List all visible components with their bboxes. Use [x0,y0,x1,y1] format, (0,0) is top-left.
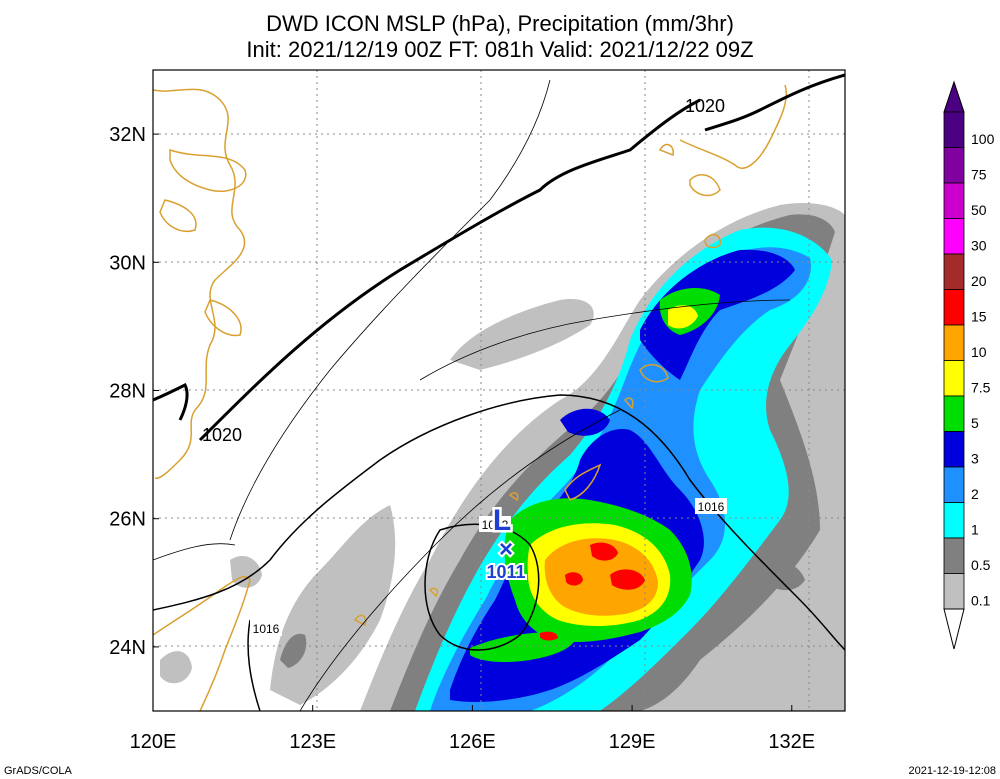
isobar-1016-thin-sw [247,619,261,711]
low-pressure-value-halo: 1011 [486,562,525,582]
colorbar-swatch [943,573,965,610]
colorbar-swatch [943,182,965,219]
y-tick-label: 26N [109,509,146,531]
isobar-label-1016-east: 1016 [698,500,725,514]
colorbar-label: 2 [971,486,979,502]
precip-3-shading-north [640,249,795,380]
colorbar-swatch [943,253,965,290]
colorbar-swatch [943,289,965,326]
low-pressure-center: L L × × 1011 1011 [484,502,527,585]
footer-right: 2021-12-19-12:08 [909,765,996,777]
x-axis: 120E 123E 126E 129E 132E [130,705,815,753]
colorbar-label: 5 [971,415,979,431]
isobar-faint-north [229,79,551,541]
colorbar-label: 7.5 [971,379,991,395]
colorbar-label: 3 [971,450,979,466]
colorbar-swatch [943,395,965,432]
colorbar-label: 75 [971,166,987,182]
colorbar-label: 10 [971,344,987,360]
isobar-faint-west [153,543,236,561]
precip-0.1-shading-west2 [230,555,262,588]
colorbar-swatch [943,147,965,184]
low-marker-halo: × [499,536,513,563]
coastlines [153,84,787,711]
x-tick-label: 129E [609,731,656,753]
isobar-faint-mid [299,409,621,711]
colorbar-label: 0.5 [971,557,991,573]
precip-0.5-shading-patch [280,633,307,668]
precip-0.1-shading-north [450,299,594,370]
colorbar-label: 15 [971,308,987,324]
precipitation-field [160,203,845,711]
isobar-label-1016-west: 1016 [253,622,280,636]
precip-15-shading-d [540,631,558,641]
colorbar-label: 50 [971,202,987,218]
precip-0.1-shading-sw [160,651,192,684]
precip-3-shading-mid [560,408,610,436]
colorbar-label: 100 [971,131,995,147]
precip-15-shading-c [565,572,583,586]
isobar-label-1020-west: 1020 [202,425,242,445]
colorbar-label: 1 [971,521,979,537]
map-gridlines [153,70,845,711]
x-tick-label: 132E [768,731,815,753]
chart-title: DWD ICON MSLP (hPa), Precipitation (mm/3… [266,11,734,36]
isobars [153,73,845,711]
colorbar-label: 20 [971,273,987,289]
y-tick-label: 30N [109,252,146,274]
y-tick-label: 24N [109,637,146,659]
colorbar-swatch [943,111,965,148]
colorbar-swatch [943,466,965,503]
precip-10-shading [544,538,658,616]
colorbar-swatch [943,431,965,468]
isobar-1020-thick [198,98,701,442]
chart-subtitle: Init: 2021/12/19 00Z FT: 081h Valid: 202… [246,37,753,62]
x-tick-label: 126E [449,731,496,753]
y-tick-label: 32N [109,124,146,146]
colorbar-label: 0.1 [971,592,991,608]
precip-0.5-shading-patch2 [760,558,805,591]
low-marker: × [499,536,513,563]
colorbar: 100 75 50 30 20 15 10 7.5 5 3 2 1 0.5 0.1 [943,80,995,650]
colorbar-swatch [943,537,965,574]
colorbar-bottom-arrow [943,608,965,650]
x-tick-label: 123E [289,731,336,753]
precip-7.5-shading-north [668,305,698,329]
x-tick-label: 120E [130,731,177,753]
low-symbol: L [493,504,511,537]
footer-left: GrADS/COLA [4,765,73,777]
precip-15-shading-a [590,542,618,561]
colorbar-swatch [943,502,965,539]
isobar-1016-thin [153,394,845,651]
low-symbol-halo: L [493,504,511,537]
y-tick-label: 28N [109,381,146,403]
colorbar-swatch [943,360,965,397]
colorbar-swatch [943,218,965,255]
precip-15-shading-b [610,569,645,590]
isobar-label-1020-east: 1020 [685,96,725,116]
isobar-label-1012: 1012 [482,518,509,532]
map-plot-area: 1020 1020 1016 1016 1012 L L × × 1011 10… [152,69,846,712]
colorbar-swatch [943,324,965,361]
y-axis: 24N 26N 28N 30N 32N [109,124,159,659]
isobar-1020-thick-west [153,382,189,421]
low-pressure-value: 1011 [486,562,525,582]
colorbar-label: 30 [971,237,987,253]
colorbar-top-arrow [943,80,965,113]
isobar-1020-thick-east [704,73,845,132]
isobar-faint-north2 [419,299,791,381]
